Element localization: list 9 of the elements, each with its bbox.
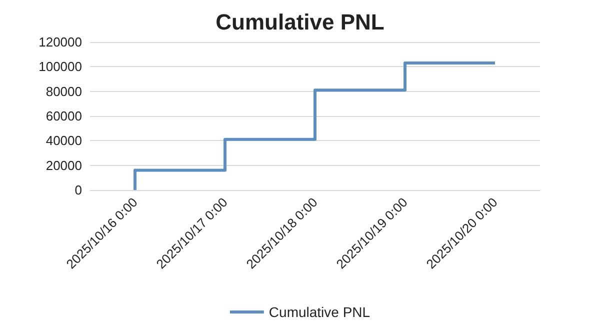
- y-tick-label: 100000: [38, 59, 82, 74]
- y-tick-label: 60000: [46, 108, 82, 124]
- y-tick-label: 120000: [38, 34, 82, 50]
- chart-title: Cumulative PNL: [216, 10, 384, 34]
- y-tick-label: 0: [74, 182, 82, 198]
- legend-label: Cumulative PNL: [268, 304, 370, 320]
- y-tick-label: 40000: [46, 133, 82, 148]
- y-tick-label: 80000: [46, 84, 82, 99]
- y-tick-label: 20000: [46, 158, 82, 173]
